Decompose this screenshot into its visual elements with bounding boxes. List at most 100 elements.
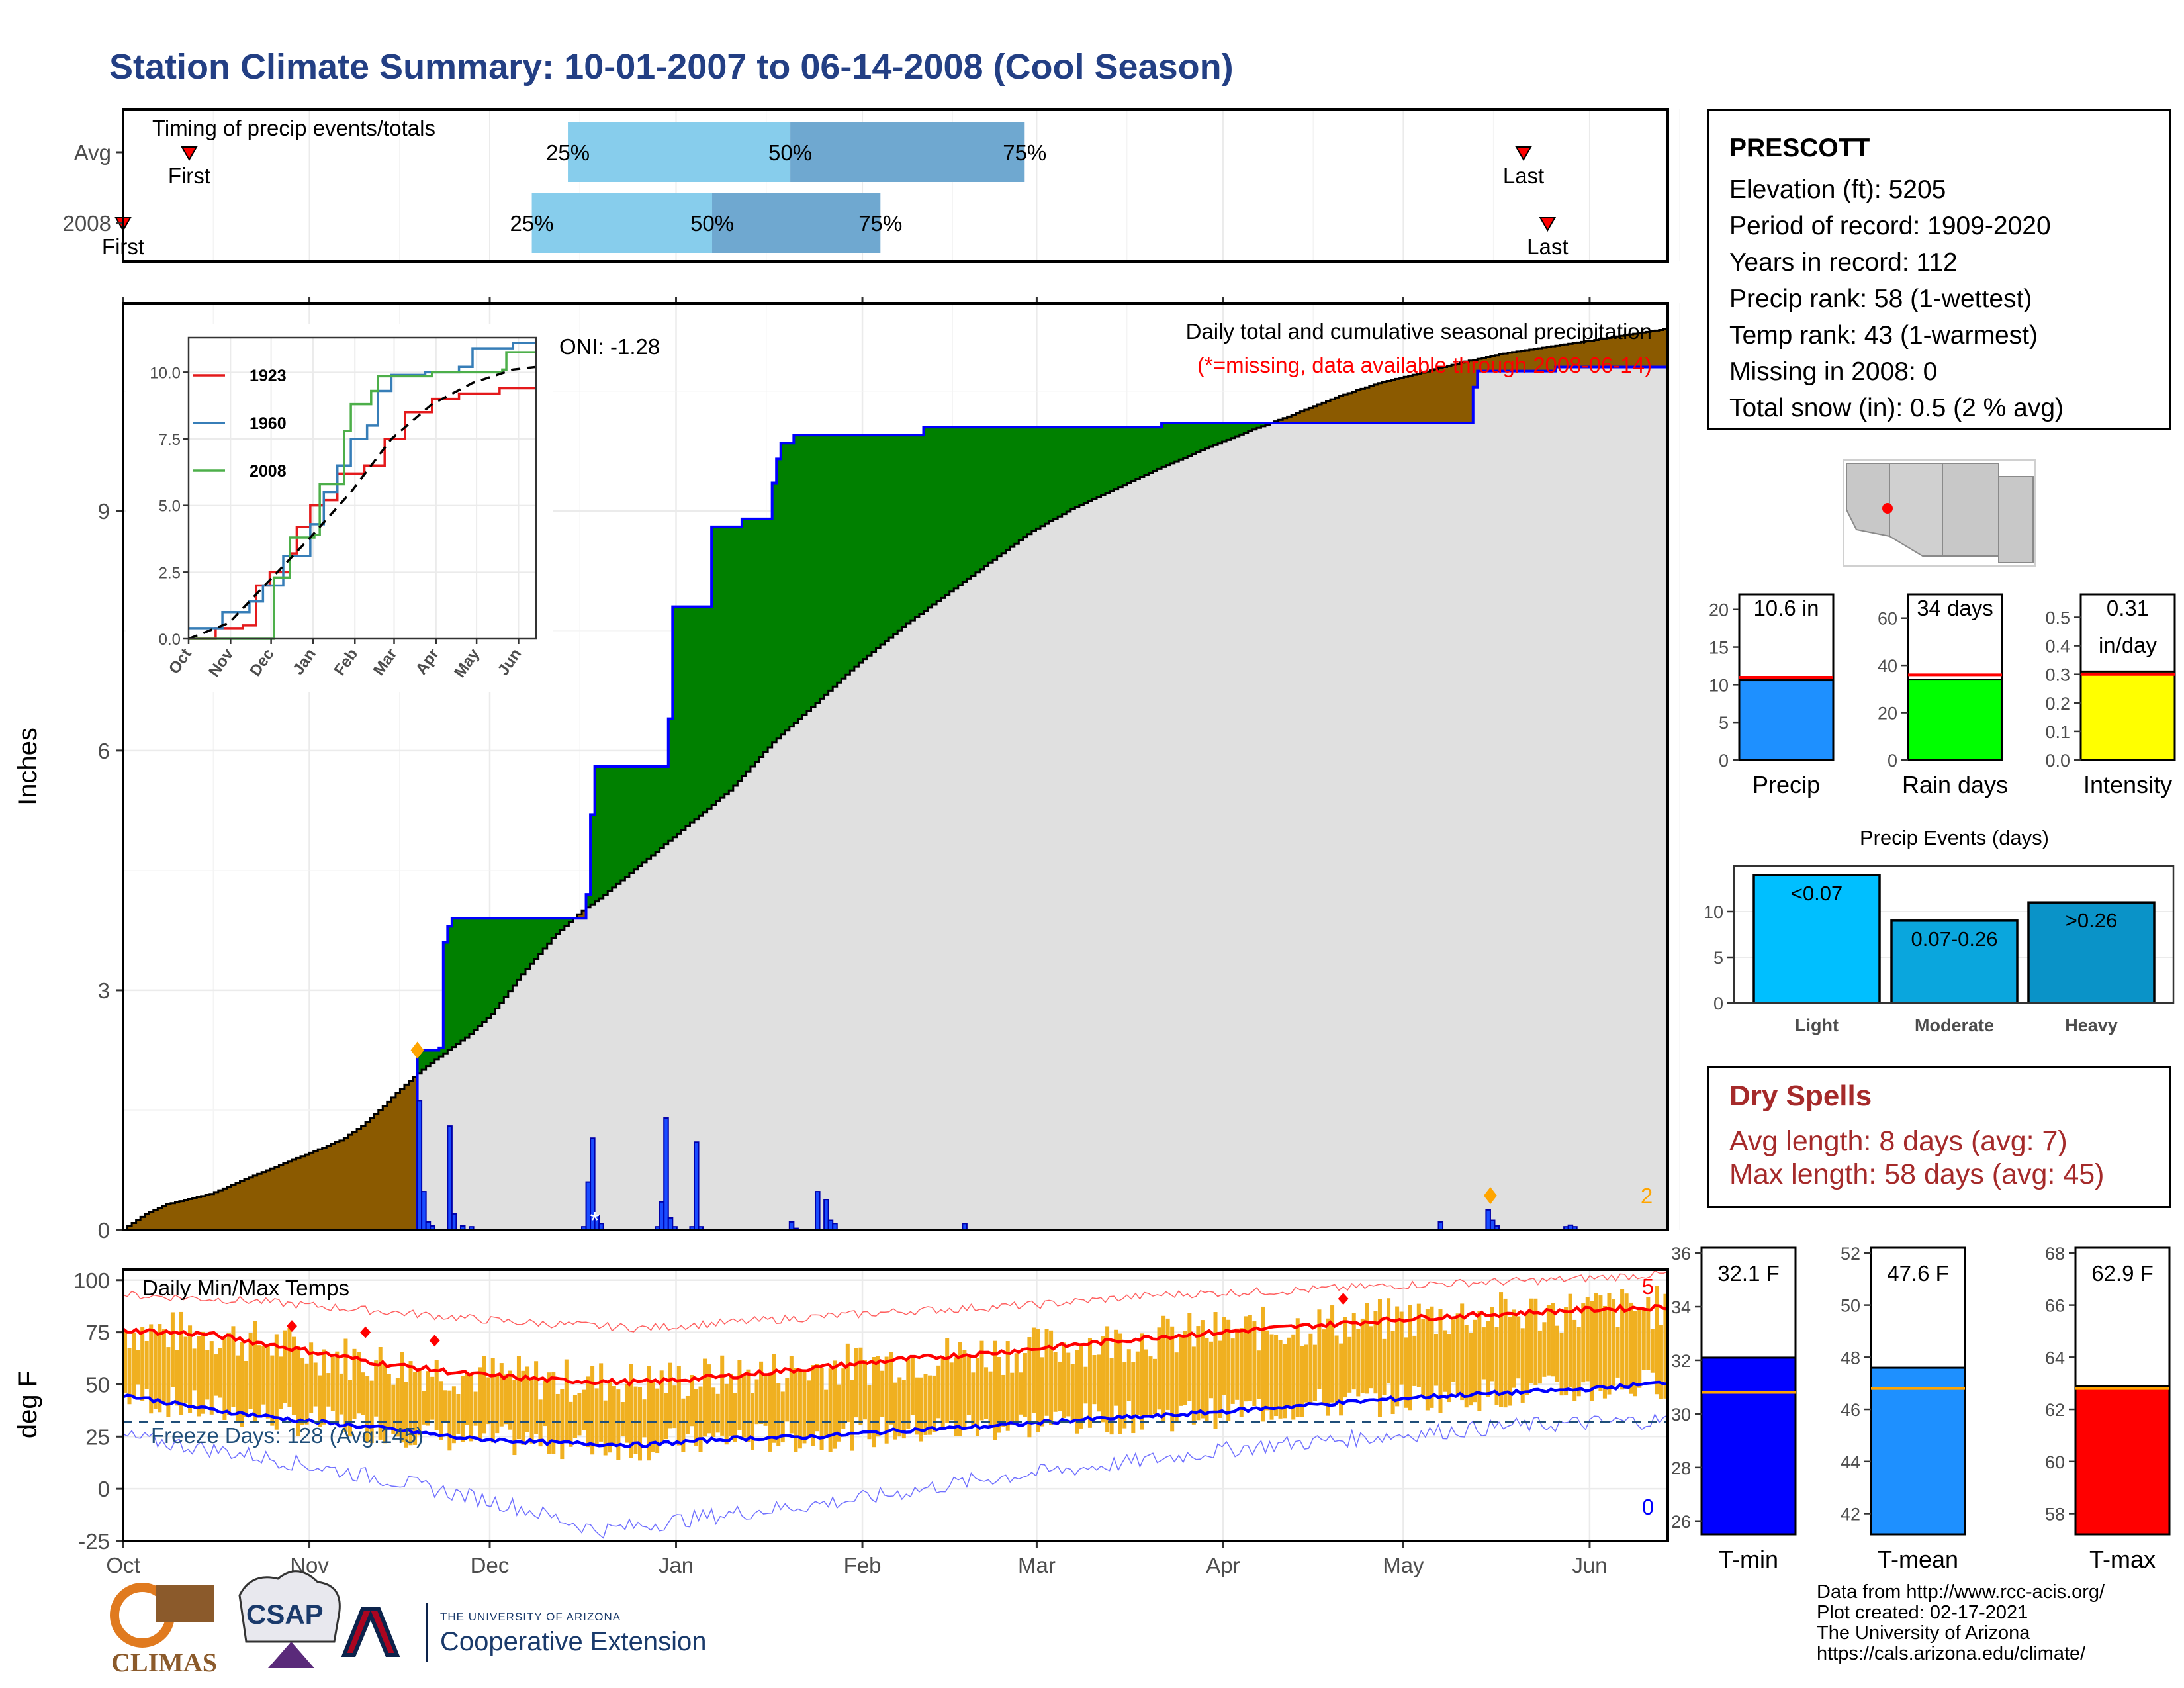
daily-temp-bar bbox=[257, 1345, 261, 1416]
daily-temp-bar bbox=[352, 1348, 357, 1419]
daily-temp-bar bbox=[1239, 1328, 1244, 1417]
daily-temp-bar bbox=[1183, 1331, 1187, 1405]
mini-bar-ytick-label: 60 bbox=[1878, 609, 1897, 629]
daily-temp-bar bbox=[1027, 1337, 1032, 1438]
daily-temp-bar bbox=[603, 1400, 608, 1456]
daily-temp-bar bbox=[819, 1368, 824, 1450]
daily-temp-bar bbox=[408, 1361, 413, 1446]
daily-temp-bar bbox=[1486, 1321, 1490, 1397]
daily-temp-bar bbox=[1126, 1349, 1131, 1401]
daily-temp-bar bbox=[287, 1328, 292, 1407]
mini-bar-ytick-label: 50 bbox=[1841, 1296, 1860, 1316]
daily-temp-bar bbox=[577, 1393, 582, 1436]
uofa-logo-text: THE UNIVERSITY OF ARIZONA bbox=[440, 1611, 621, 1623]
daily-temp-bar bbox=[1105, 1326, 1110, 1432]
daily-temp-bar bbox=[326, 1373, 331, 1407]
daily-temp-bar bbox=[1036, 1329, 1040, 1432]
daily-temp-bar bbox=[1469, 1333, 1473, 1406]
daily-temp-bar bbox=[785, 1378, 790, 1422]
daily-temp-bar bbox=[313, 1362, 318, 1407]
temp-totals-panels: 32.1 F 26 28 30 32 34 36 T-min 47.6 F 42 44 46 48 50 5… bbox=[1671, 1244, 2171, 1573]
daily-temp-bar bbox=[1655, 1286, 1659, 1395]
daily-temp-bar bbox=[1283, 1344, 1287, 1419]
daily-temp-bar bbox=[383, 1364, 387, 1444]
daily-temp-bar bbox=[906, 1359, 911, 1429]
daily-temp-bar bbox=[430, 1376, 435, 1420]
daily-temp-bar bbox=[1118, 1333, 1122, 1434]
event-category-label: Light bbox=[1795, 1015, 1839, 1035]
daily-temp-bar bbox=[1585, 1297, 1590, 1382]
daily-temp-bar bbox=[1520, 1328, 1525, 1403]
daily-temp-bar bbox=[197, 1336, 201, 1417]
daily-temp-bar bbox=[845, 1343, 850, 1423]
daily-temp-bar bbox=[300, 1358, 305, 1425]
temps-xtick-label: Apr bbox=[1206, 1553, 1240, 1577]
daily-temp-bar bbox=[1564, 1307, 1569, 1396]
daily-temp-bar bbox=[668, 1362, 672, 1429]
daily-temp-bar bbox=[1140, 1333, 1144, 1430]
daily-temp-bar bbox=[1235, 1328, 1240, 1400]
daily-temp-bar bbox=[1040, 1357, 1045, 1427]
daily-temp-bar bbox=[889, 1352, 893, 1425]
climas-logo-text: CLIMAS bbox=[111, 1648, 218, 1677]
snow-marker bbox=[1483, 1187, 1497, 1205]
daily-temp-bar bbox=[754, 1379, 759, 1425]
last-marker bbox=[1539, 217, 1557, 232]
daily-temp-bar bbox=[720, 1355, 725, 1436]
daily-temp-bar bbox=[183, 1336, 188, 1404]
daily-temp-bar bbox=[404, 1382, 408, 1448]
mini-bar-ytick-label: 60 bbox=[2045, 1452, 2065, 1472]
map-california bbox=[1846, 463, 1890, 538]
daily-temp-bar bbox=[218, 1348, 222, 1398]
daily-temp-bar bbox=[1503, 1298, 1508, 1408]
mini-bar-ytick-label: 30 bbox=[1671, 1405, 1691, 1425]
missing-marker: * bbox=[590, 1207, 600, 1234]
daily-temp-bar bbox=[599, 1363, 604, 1442]
daily-temp-bar bbox=[984, 1367, 989, 1419]
daily-temp-bar bbox=[279, 1356, 283, 1409]
mini-bar-ytick-label: 62 bbox=[2045, 1400, 2065, 1420]
daily-temp-bar bbox=[962, 1349, 967, 1430]
timing-box-high bbox=[790, 122, 1025, 182]
temps-ytick-label: 100 bbox=[73, 1268, 110, 1293]
map-new-mexico bbox=[1942, 463, 1999, 557]
daily-temp-bar bbox=[1226, 1319, 1231, 1421]
daily-temp-bar bbox=[664, 1393, 668, 1440]
mini-bar-ytick-label: 36 bbox=[1671, 1244, 1691, 1264]
station-precip-rank: Precip rank: 58 (1-wettest) bbox=[1729, 285, 2032, 313]
daily-temp-bar bbox=[1101, 1336, 1105, 1423]
temps-title: Daily Min/Max Temps bbox=[142, 1276, 349, 1300]
daily-temp-bar bbox=[508, 1370, 512, 1430]
mini-bar-ytick-label: 66 bbox=[2045, 1296, 2065, 1316]
daily-temp-bar bbox=[1404, 1337, 1408, 1408]
credit-data-source: Data from http://www.rcc-acis.org/ bbox=[1817, 1581, 2105, 1603]
daily-temp-bar bbox=[1512, 1309, 1516, 1388]
daily-temp-bar bbox=[478, 1367, 482, 1440]
daily-temp-bar bbox=[841, 1368, 846, 1429]
daily-temp-bar bbox=[1222, 1317, 1226, 1395]
daily-temp-bar bbox=[910, 1357, 915, 1415]
snow-marker bbox=[410, 1041, 424, 1059]
daily-temp-bar bbox=[543, 1381, 547, 1427]
daily-temp-bar bbox=[1079, 1343, 1083, 1429]
mini-bar-ytick-label: 68 bbox=[2045, 1244, 2065, 1264]
temps-ylabel: deg F bbox=[13, 1371, 42, 1438]
daily-temp-bar bbox=[1087, 1338, 1092, 1428]
mini-bar-ytick-label: 0 bbox=[1719, 751, 1729, 771]
daily-temp-bar bbox=[391, 1384, 396, 1434]
daily-temp-bar bbox=[1602, 1305, 1607, 1399]
daily-temp-bar bbox=[1590, 1300, 1594, 1401]
daily-temp-bar bbox=[746, 1369, 751, 1442]
daily-temp-bar bbox=[685, 1395, 690, 1434]
daily-temp-bar bbox=[1070, 1364, 1075, 1423]
daily-temp-bar bbox=[1537, 1330, 1542, 1384]
daily-temp-bar bbox=[214, 1354, 218, 1396]
daily-temp-bar bbox=[283, 1330, 287, 1403]
csap-logo-mountain bbox=[268, 1642, 314, 1668]
daily-temp-bar bbox=[434, 1360, 439, 1430]
daily-temp-bar bbox=[837, 1384, 841, 1442]
daily-temp-bar bbox=[330, 1356, 335, 1411]
station-elevation: Elevation (ft): 5205 bbox=[1729, 175, 1946, 204]
daily-temp-bar bbox=[1295, 1318, 1300, 1417]
events-ytick-label: 10 bbox=[1704, 902, 1723, 922]
